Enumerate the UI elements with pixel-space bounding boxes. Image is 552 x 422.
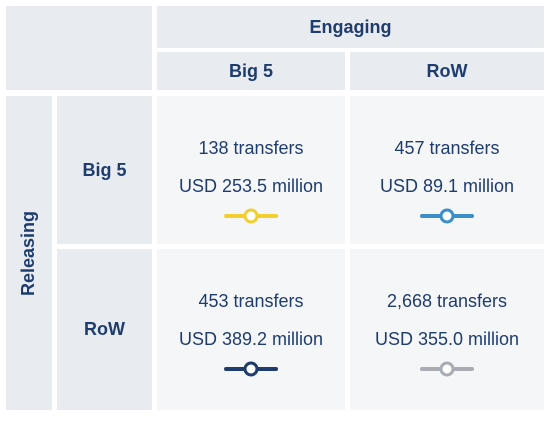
slider-marker-icon <box>420 208 474 224</box>
row-header-row-label: RoW <box>84 319 125 339</box>
column-header-big5: Big 5 <box>157 52 345 90</box>
slider-marker-icon <box>224 361 278 377</box>
cell-big5-big5: 138 transfers USD 253.5 million <box>157 96 345 244</box>
cell-transfers: 138 transfers <box>198 138 304 158</box>
cell-transfers: 2,668 transfers <box>386 291 508 311</box>
slider-marker-icon <box>420 361 474 377</box>
row-header-row: RoW <box>57 249 152 410</box>
cell-transfers: 453 transfers <box>198 291 304 311</box>
cell-row-row: 2,668 transfers USD 355.0 million <box>350 249 544 410</box>
column-header-row: RoW <box>350 52 544 90</box>
column-header-big5-label: Big 5 <box>228 60 273 81</box>
cell-amount: USD 389.2 million <box>178 329 324 349</box>
corner-cell <box>6 6 152 90</box>
cell-row-big5: 453 transfers USD 389.2 million <box>157 249 345 410</box>
row-header-big5: Big 5 <box>57 96 152 244</box>
releasing-label: Releasing <box>18 210 39 296</box>
engaging-label: Engaging <box>309 16 392 37</box>
slider-marker-icon <box>224 208 278 224</box>
cell-amount: USD 89.1 million <box>379 176 515 196</box>
engaging-header: Engaging <box>157 6 544 48</box>
row-header-big5-label: Big 5 <box>82 159 127 180</box>
cell-transfers: 457 transfers <box>394 138 500 158</box>
cell-big5-row: 457 transfers USD 89.1 million <box>350 96 544 244</box>
cell-amount: USD 253.5 million <box>178 176 324 196</box>
releasing-header: Releasing <box>6 96 52 410</box>
column-header-row-label: RoW <box>426 60 468 81</box>
cell-amount: USD 355.0 million <box>374 329 520 349</box>
